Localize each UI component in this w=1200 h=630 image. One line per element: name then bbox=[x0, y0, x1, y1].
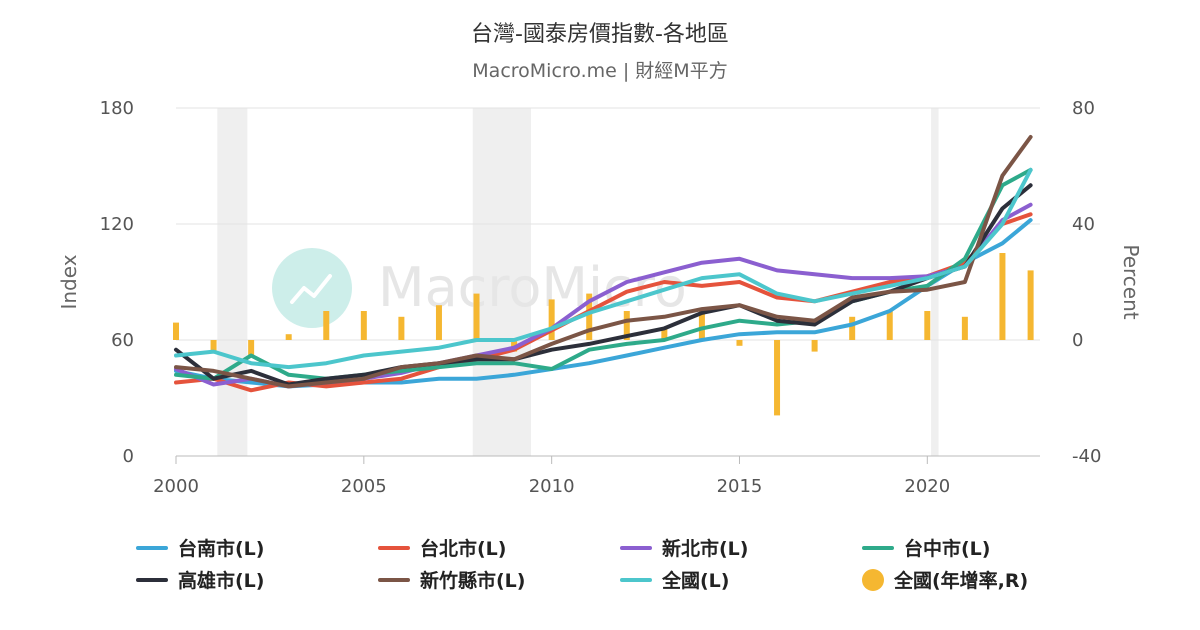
legend-label: 全國(年增率,R) bbox=[894, 570, 1029, 592]
bar-national-yoy bbox=[285, 334, 292, 340]
watermark-logo-icon bbox=[272, 248, 352, 328]
legend-item-taipei[interactable]: 台北市(L) bbox=[378, 534, 506, 561]
legend-line-icon bbox=[378, 577, 410, 582]
x-tick-label: 2005 bbox=[341, 476, 387, 497]
y-left-tick-label: 180 bbox=[100, 98, 134, 119]
bar-national-yoy bbox=[586, 293, 593, 340]
legend-line-icon bbox=[378, 545, 410, 550]
bar-national-yoy bbox=[811, 340, 818, 352]
legend-line-icon bbox=[620, 545, 652, 550]
bar-national-yoy bbox=[849, 316, 856, 340]
lines-layer bbox=[174, 135, 1033, 393]
legend-line-icon bbox=[136, 545, 168, 550]
bar-national-yoy bbox=[999, 253, 1006, 340]
legend-dot-icon bbox=[862, 568, 884, 591]
y-axis-left-title: Index bbox=[57, 254, 81, 309]
bar-national-yoy bbox=[698, 311, 705, 340]
bar-national-yoy bbox=[173, 322, 179, 340]
bar-national-yoy bbox=[473, 293, 480, 340]
watermark-logo-mark bbox=[290, 274, 332, 304]
bar-national-yoy bbox=[623, 311, 630, 340]
legend-label: 高雄市(L) bbox=[178, 570, 265, 592]
series-line-hsinchu bbox=[174, 135, 1033, 389]
x-tick-label: 2010 bbox=[529, 476, 575, 497]
bar-national-yoy bbox=[661, 328, 668, 340]
bar-national-yoy bbox=[210, 340, 217, 352]
legend-item-national-yoy[interactable]: 全國(年增率,R) bbox=[862, 566, 1028, 593]
legend-item-hsinchu[interactable]: 新竹縣市(L) bbox=[378, 566, 525, 593]
series-line-taipei bbox=[174, 212, 1033, 393]
y-left-tick-label: 0 bbox=[123, 446, 134, 467]
legend-label: 新北市(L) bbox=[662, 538, 749, 560]
legend-label: 台北市(L) bbox=[420, 538, 507, 560]
bar-national-yoy bbox=[248, 340, 255, 358]
series-line-national bbox=[174, 167, 1033, 370]
bar-national-yoy bbox=[435, 305, 442, 340]
x-tick-label: 2015 bbox=[717, 476, 763, 497]
recession-band bbox=[472, 108, 531, 456]
bars-layer bbox=[173, 253, 1034, 416]
legend-line-icon bbox=[136, 577, 168, 582]
legend-label: 台中市(L) bbox=[904, 538, 991, 560]
legend-item-new-taipei[interactable]: 新北市(L) bbox=[620, 534, 748, 561]
chart-subtitle: MacroMicro.me | 財經M平方 bbox=[472, 60, 728, 82]
y-axis-right-title: Percent bbox=[1119, 244, 1143, 319]
y-left-tick-label: 120 bbox=[100, 214, 134, 235]
bar-national-yoy bbox=[736, 340, 743, 346]
recession-band bbox=[217, 108, 248, 456]
y-right-tick-label: 40 bbox=[1072, 214, 1095, 235]
x-tick-label: 2000 bbox=[153, 476, 199, 497]
legend-item-national[interactable]: 全國(L) bbox=[620, 566, 729, 593]
legend-line-icon bbox=[620, 577, 652, 582]
y-right-tick-label: -40 bbox=[1072, 446, 1101, 467]
y-right-tick-label: 80 bbox=[1072, 98, 1095, 119]
bar-national-yoy bbox=[323, 311, 330, 340]
axes: 0 -40 60 0 120 40 180 80 2000 2005 2010 2015 2020 bbox=[100, 98, 1102, 497]
bar-national-yoy bbox=[774, 340, 781, 416]
legend-item-taichung[interactable]: 台中市(L) bbox=[862, 534, 990, 561]
bar-national-yoy bbox=[360, 311, 367, 340]
chart-title: 台灣-國泰房價指數-各地區 bbox=[471, 22, 729, 47]
bar-national-yoy bbox=[961, 316, 968, 340]
bar-national-yoy bbox=[1027, 270, 1034, 340]
legend-line-icon bbox=[862, 545, 894, 550]
bar-national-yoy bbox=[548, 299, 555, 340]
legend-item-tainan[interactable]: 台南市(L) bbox=[136, 534, 264, 561]
bar-national-yoy bbox=[924, 311, 931, 340]
legend-item-kaohsiung[interactable]: 高雄市(L) bbox=[136, 566, 264, 593]
legend-label: 全國(L) bbox=[662, 570, 730, 592]
bar-national-yoy bbox=[398, 316, 405, 340]
x-tick-label: 2020 bbox=[904, 476, 950, 497]
y-left-tick-label: 60 bbox=[111, 330, 134, 351]
y-right-tick-label: 0 bbox=[1072, 330, 1083, 351]
legend-label: 新竹縣市(L) bbox=[420, 570, 526, 592]
bar-national-yoy bbox=[886, 311, 893, 340]
legend-label: 台南市(L) bbox=[178, 538, 265, 560]
